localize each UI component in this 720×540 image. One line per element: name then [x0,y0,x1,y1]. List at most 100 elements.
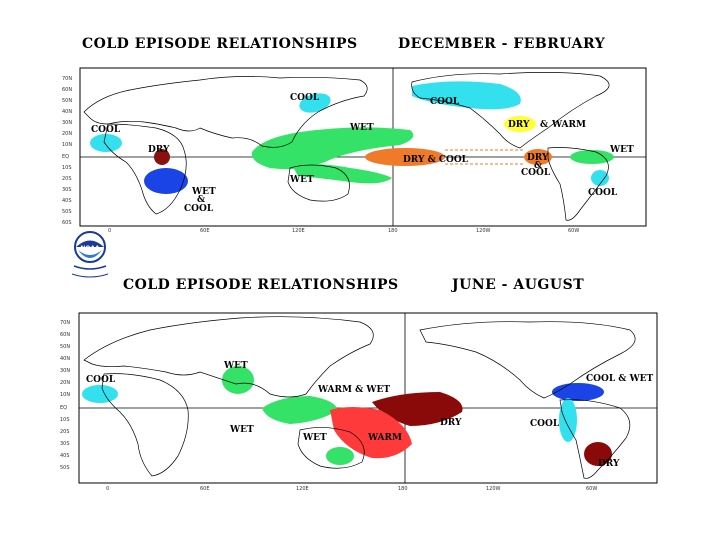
map1-region-cool-w-africa [90,134,122,152]
map2-label-cool-s-america: COOL [530,419,560,429]
map1-lon-tick: 0 [108,228,111,234]
map2-lon-tick: 120W [486,486,501,492]
noaa-logo: NOAA [71,231,109,278]
map2-label-wet-e-africa: WET [229,425,254,435]
map1-label-dry-cool-ecuador-dry: DRY [527,153,549,163]
map1-lat-tick: 30S [62,187,72,193]
map2: COOL WET WARM & WET WET WET WARM DRY COO… [60,312,658,492]
map1-label-cool-alaska: COOL [430,97,460,107]
map1-region-wet-n-s-america [570,150,614,164]
map1-lat-tick: 40S [62,198,72,204]
map1-label-dry-warm-us-dry: DRY [508,120,530,130]
map1-lat-tick: EQ [62,154,69,160]
map2-lon-ticks: 0 60E 120E 180 120W 60W [106,486,597,492]
map2-lon-tick: 60W [586,486,597,492]
map2-lat-tick: 60N [60,332,70,338]
map1-label-dry-warm-us-warm: WARM [551,120,586,130]
map1-label-cool-se-s-america: COOL [588,188,618,198]
map1-region-dry-cool-pacific [365,148,445,166]
map2-lat-tick: 70N [60,320,70,326]
map1-region-dry-s-africa [154,149,170,165]
map1-lat-tick: 60N [62,87,72,93]
map1-label-wet-s-africa-amp: & [197,195,205,205]
map1-lat-tick: 20N [62,131,72,137]
map1-label-cool-japan: COOL [290,93,320,103]
map1-label-dry-cool-ecuador-amp: & [534,161,542,171]
map2-lon-tick: 0 [106,486,109,492]
map1-region-cool-alaska [412,81,521,110]
map2-title-left: COLD EPISODE RELATIONSHIPS [123,277,399,293]
map2-lat-tick: 50S [60,465,70,471]
map2-lat-tick: 20S [60,429,70,435]
map1-label-dry-warm-us-amp: & [540,120,548,130]
map1-lat-tick: 20S [62,176,72,182]
map2-title-right: JUNE - AUGUST [452,277,585,293]
map2-region-wet-india [222,366,254,394]
map2-lat-tick: 10N [60,392,70,398]
map1-lat-tick: 10S [62,165,72,171]
map2-region-wet-se-australia [326,447,354,465]
map1-title-left: COLD EPISODE RELATIONSHIPS [82,36,358,52]
map1-lon-tick: 120E [292,228,305,234]
map1-label-cool-w-europe: COOL [91,125,121,135]
map1-label-wet-s-africa: WET [191,187,216,197]
map2-lat-tick: 40S [60,453,70,459]
map2-region-wet-indonesia [262,396,338,424]
map1-region-dry-cool-ecuador [524,149,552,165]
map2-lat-tick: 30S [60,441,70,447]
map1-region-cool-se-s-america [591,170,609,186]
map1-coastlines [83,72,610,221]
map1-lat-ticks: 70N 60N 50N 40N 30N 20N 10N EQ 10S 20S 3… [62,76,72,226]
map2-lon-tick: 180 [398,486,408,492]
map2-lat-tick: 10S [60,417,70,423]
map1-region-wet-cool-s-africa [144,168,188,194]
map2-region-dry-s-america [584,442,612,466]
map1-lat-tick: 60S [62,220,72,226]
map1-region-wet-n-australia [292,164,392,184]
map2-region-cool-wet-central-america [552,383,604,401]
map2-label-cool-w-europe: COOL [86,375,116,385]
map1-label-cool-s-africa: COOL [184,204,214,214]
map2-label-warm-wet: WARM & WET [317,385,390,395]
map1-label-dry-cool-pacific: DRY & COOL [403,155,469,165]
map1-label-dry-s-africa: DRY [148,145,170,155]
map1-lat-tick: 30N [62,120,72,126]
map2-label-dry-s-america: DRY [598,459,620,469]
map2-lat-tick: 40N [60,356,70,362]
map2-label-wet-india: WET [223,361,248,371]
map2-lat-ticks: 70N 60N 50N 40N 30N 20N 10N EQ 10S 20S 3… [60,320,70,471]
map1-label-wet-n-s-america: WET [609,145,634,155]
map1-region-wet-indonesia [251,127,414,170]
map1-region-dry-warm-us [504,116,536,132]
map2-label-wet-australia: WET [302,433,327,443]
noaa-logo-text: NOAA [80,245,100,252]
map1-label-wet-indonesia: WET [349,123,374,133]
map1-lon-ticks: 0 60E 120E 180 120W 60W [108,228,579,234]
map1-region-cool-japan [299,93,331,113]
map2-lat-tick: EQ [60,405,67,411]
map2-coastlines [83,316,636,479]
map2-label-dry-pacific: DRY [440,418,462,428]
map2-region-warm-wet-pacific [372,392,463,426]
map1-lon-tick: 60E [200,228,210,234]
map1-label-wet-n-australia: WET [289,175,314,185]
map2-label-warm-australia: WARM [367,433,402,443]
map1-lon-tick: 60W [568,228,579,234]
map1-dashed-link [445,149,525,165]
map1-title-right: DECEMBER - FEBRUARY [398,36,606,52]
map2-region-cool-s-america [559,398,577,442]
map1: COOL DRY WET & COOL COOL WET WET COOL DR… [62,67,647,234]
map2-region-warm-australia [330,407,412,459]
map2-lat-tick: 20N [60,380,70,386]
map1-lat-tick: 70N [62,76,72,82]
map2-label-cool-wet-central-america: COOL & WET [586,374,654,384]
map2-lat-tick: 30N [60,368,70,374]
map1-lon-tick: 120W [476,228,491,234]
map1-lat-tick: 40N [62,109,72,115]
map1-label-dry-cool-ecuador-cool: COOL [521,168,551,178]
map2-lon-tick: 120E [296,486,309,492]
map2-region-cool-w-africa [82,385,118,403]
map1-lat-tick: 50N [62,98,72,104]
map2-lon-tick: 60E [200,486,210,492]
map1-lat-tick: 10N [62,142,72,148]
